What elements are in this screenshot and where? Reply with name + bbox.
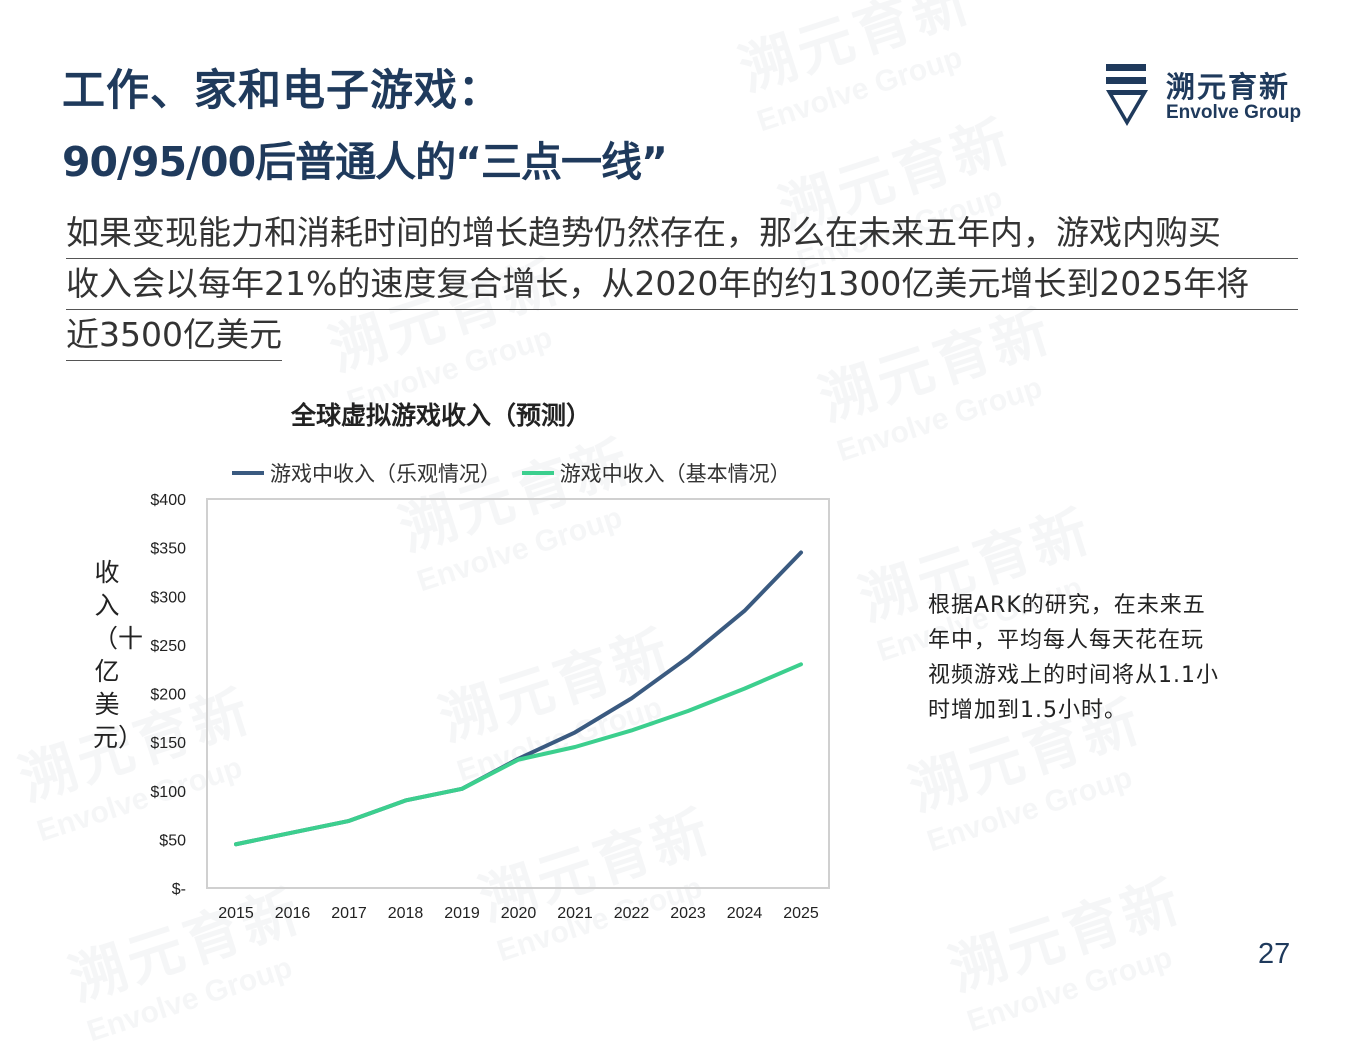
y-tick-label: $200 bbox=[150, 687, 186, 704]
x-tick-label: 2021 bbox=[557, 905, 593, 922]
brand-logo: 溯元育新 Envolve Group bbox=[1104, 62, 1304, 132]
plot-area-border bbox=[206, 498, 830, 889]
chart-title: 全球虚拟游戏收入（预测） bbox=[291, 401, 592, 430]
legend-item-base: 游戏中收入（基本情况） bbox=[521, 458, 791, 488]
summary-line: 近3500亿美元 bbox=[66, 310, 282, 361]
note-line: 根据ARK的研究，在未来五 bbox=[928, 593, 1206, 618]
page-title: 工作、家和电子游戏： bbox=[62, 66, 502, 116]
summary-line: 如果变现能力和消耗时间的增长趋势仍然存在，那么在未来五年内，游戏内购买 bbox=[66, 208, 1298, 259]
page-number: 27 bbox=[1258, 938, 1291, 970]
series-lines bbox=[234, 550, 803, 847]
y-tick-label: $300 bbox=[150, 589, 186, 606]
research-note: 根据ARK的研究，在未来五 年中，平均每人每天花在玩 视频游戏上的时间将从1.1… bbox=[928, 588, 1248, 728]
legend-item-optimistic: 游戏中收入（乐观情况） bbox=[232, 458, 501, 488]
y-axis-ticks: $- $50 $100 $150 $200 $250 $300 $350 $400 bbox=[150, 492, 186, 898]
y-tick-label: $350 bbox=[150, 541, 186, 558]
x-tick-label: 2025 bbox=[783, 905, 819, 922]
note-line: 时增加到1.5小时。 bbox=[928, 698, 1127, 723]
y-tick-label: $150 bbox=[150, 735, 186, 752]
brand-name-cn: 溯元育新 bbox=[1166, 70, 1291, 104]
summary-line: 收入会以每年21%的速度复合增长，从2020年的约1300亿美元增长到2025年… bbox=[66, 259, 1298, 310]
x-tick-label: 2019 bbox=[444, 905, 480, 922]
y-tick-label: $- bbox=[172, 881, 186, 898]
envolve-logo-icon bbox=[1106, 64, 1148, 126]
series-line-base bbox=[234, 662, 803, 847]
x-tick-label: 2018 bbox=[388, 905, 424, 922]
note-line: 视频游戏上的时间将从1.1小 bbox=[928, 663, 1219, 688]
legend-swatch-base bbox=[521, 471, 554, 475]
y-tick-label: $400 bbox=[150, 492, 186, 509]
x-tick-label: 2016 bbox=[275, 905, 311, 922]
y-tick-label: $250 bbox=[150, 638, 186, 655]
legend-label-optimistic: 游戏中收入（乐观情况） bbox=[270, 462, 501, 486]
x-tick-label: 2023 bbox=[670, 905, 706, 922]
page-subtitle: 90/95/00后普通人的“三点一线” bbox=[62, 138, 668, 186]
summary-paragraph: 如果变现能力和消耗时间的增长趋势仍然存在，那么在未来五年内，游戏内购买 收入会以… bbox=[66, 208, 1302, 361]
legend-swatch-optimistic bbox=[232, 471, 264, 475]
x-tick-label: 2015 bbox=[218, 905, 254, 922]
line-chart: $-$50$100$150$200$250$300$350$400 2015 20… bbox=[150, 492, 830, 922]
brand-name-en: Envolve Group bbox=[1166, 102, 1302, 123]
x-tick-label: 2022 bbox=[614, 905, 650, 922]
note-line: 年中，平均每人每天花在玩 bbox=[928, 628, 1205, 653]
y-tick-label: $50 bbox=[159, 832, 186, 849]
x-axis-ticks: 2015 2016 2017 2018 2019 2020 2021 2022 2023 2024… bbox=[218, 905, 819, 922]
x-tick-label: 2024 bbox=[727, 905, 763, 922]
x-tick-label: 2020 bbox=[501, 905, 537, 922]
legend-label-base: 游戏中收入（基本情况） bbox=[559, 462, 791, 486]
x-tick-label: 2017 bbox=[331, 905, 367, 922]
chart-legend: 游戏中收入（乐观情况） 游戏中收入（基本情况） bbox=[232, 456, 805, 488]
y-tick-label: $100 bbox=[150, 784, 186, 801]
